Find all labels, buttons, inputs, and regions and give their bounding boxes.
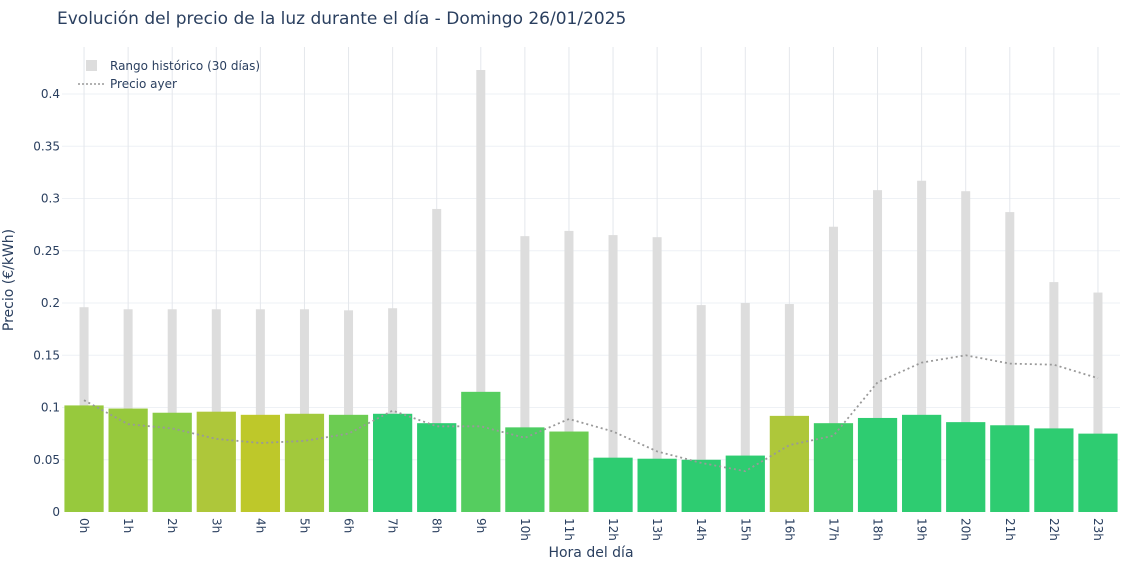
- x-tick-label: 14h: [694, 518, 708, 541]
- x-tick-label: 5h: [297, 518, 311, 533]
- historical-range-bar: [255, 309, 265, 476]
- x-tick-label: 13h: [650, 518, 664, 541]
- historical-range-bar: [873, 190, 883, 424]
- x-tick-label: 3h: [209, 518, 223, 533]
- price-bar: [1034, 428, 1074, 512]
- legend-range-label: Rango histórico (30 días): [110, 59, 260, 73]
- price-bar: [505, 427, 545, 512]
- x-tick-label: 8h: [430, 518, 444, 533]
- historical-range-bar: [740, 303, 750, 483]
- y-axis-title: Precio (€/kWh): [1, 229, 17, 331]
- x-tick-label: 22h: [1047, 518, 1061, 541]
- historical-range-bar: [344, 310, 354, 434]
- historical-range-bar: [79, 307, 89, 441]
- chart-title: Evolución del precio de la luz durante e…: [57, 9, 626, 29]
- historical-range-bar: [696, 305, 706, 483]
- historical-range-bar: [167, 309, 177, 445]
- historical-range-bar: [961, 191, 971, 427]
- x-tick-label: 16h: [782, 518, 796, 541]
- legend: Rango histórico (30 días) Precio ayer: [78, 59, 260, 91]
- legend-line-label: Precio ayer: [110, 77, 177, 91]
- historical-range-bar: [828, 226, 838, 434]
- price-bar: [196, 411, 236, 512]
- price-bar: [328, 414, 369, 512]
- y-tick-label: 0.35: [33, 139, 60, 153]
- x-tick-label: 6h: [342, 518, 356, 533]
- x-axis-ticks: 0h 1h 2h 3h 4h 5h 6h 7h 8h 9h 10h 11h 12h 13h 14h 15h 16…: [77, 518, 1105, 541]
- price-bar: [240, 414, 280, 512]
- x-tick-label: 1h: [121, 518, 135, 533]
- price-bar: [461, 391, 501, 512]
- historical-range-bar: [520, 236, 530, 439]
- historical-range-bar: [388, 308, 398, 418]
- x-tick-label: 21h: [1003, 518, 1017, 541]
- historical-range-bar: [432, 208, 442, 428]
- price-bar: [725, 455, 765, 512]
- y-tick-label: 0.1: [41, 401, 60, 415]
- x-axis-title: Hora del día: [548, 545, 633, 561]
- price-bar: [857, 417, 898, 512]
- x-tick-label: 11h: [562, 518, 576, 541]
- y-tick-label: 0: [52, 505, 60, 519]
- historical-range-bar: [123, 309, 133, 442]
- price-bar: [990, 425, 1030, 512]
- yesterday-price-line: [83, 354, 1099, 473]
- y-tick-label: 0.3: [41, 192, 60, 206]
- historical-range-bar: [784, 304, 794, 469]
- x-tick-label: 9h: [474, 518, 488, 533]
- x-tick-label: 17h: [826, 518, 840, 541]
- x-tick-label: 12h: [606, 518, 620, 541]
- y-tick-label: 0.05: [33, 453, 60, 467]
- price-bar: [373, 413, 413, 512]
- y-tick-label: 0.4: [41, 87, 60, 101]
- historical-range-bar: [1005, 212, 1015, 429]
- historical-range-bar: [564, 230, 574, 471]
- price-bar: [417, 423, 457, 512]
- x-tick-label: 23h: [1091, 518, 1105, 541]
- price-bar: [946, 422, 986, 512]
- price-bar: [64, 405, 104, 512]
- x-tick-label: 15h: [738, 518, 752, 541]
- historical-range-bars: [79, 69, 1103, 483]
- x-tick-label: 2h: [165, 518, 179, 533]
- historical-range-bar: [652, 237, 662, 483]
- y-axis-ticks: 0 0.05 0.1 0.15 0.2 0.25 0.3 0.35 0.4: [33, 87, 60, 519]
- price-bar: [681, 459, 721, 512]
- y-tick-label: 0.15: [33, 348, 60, 362]
- x-tick-label: 10h: [518, 518, 532, 541]
- x-tick-label: 18h: [871, 518, 885, 541]
- price-bars: [64, 391, 1118, 512]
- historical-range-bar: [476, 69, 486, 427]
- y-tick-label: 0.2: [41, 296, 60, 310]
- historical-range-bar: [1049, 282, 1059, 434]
- historical-range-bar: [1093, 292, 1103, 439]
- price-bar: [637, 458, 677, 512]
- price-bar: [769, 415, 809, 512]
- x-tick-label: 19h: [915, 518, 929, 541]
- x-tick-label: 20h: [959, 518, 973, 541]
- historical-range-bar: [211, 309, 221, 459]
- x-tick-label: 4h: [253, 518, 267, 533]
- x-tick-label: 7h: [386, 518, 400, 533]
- historical-range-bar: [917, 180, 927, 421]
- historical-range-bar: [299, 309, 309, 455]
- price-bar: [593, 457, 633, 512]
- price-bar: [108, 408, 148, 512]
- price-bar: [1078, 433, 1118, 512]
- price-bar: [902, 414, 942, 512]
- x-tick-label: 0h: [77, 518, 91, 533]
- historical-range-bar: [608, 235, 618, 483]
- y-tick-label: 0.25: [33, 244, 60, 258]
- price-bar: [284, 413, 325, 512]
- price-bar: [549, 431, 589, 512]
- price-bar: [813, 423, 854, 512]
- yesterday-price-line-path: [83, 354, 1099, 473]
- legend-range-swatch: [86, 60, 97, 71]
- price-bar: [152, 412, 192, 512]
